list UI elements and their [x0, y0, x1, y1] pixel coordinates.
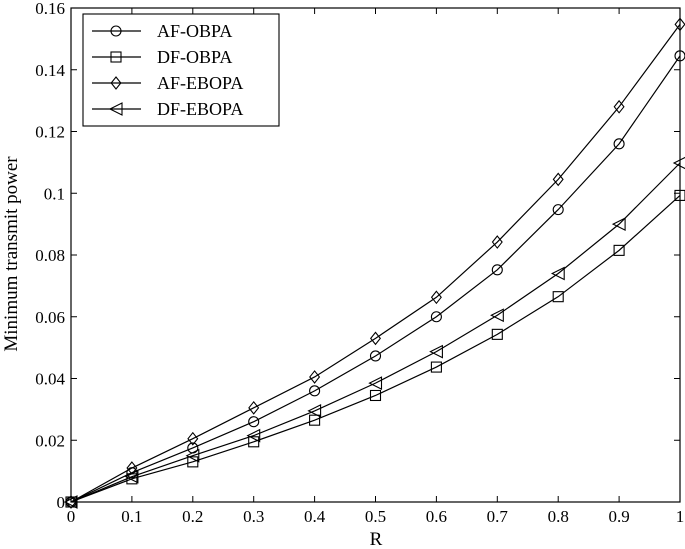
data-point-df-ebopa	[246, 428, 261, 443]
x-axis-title: R	[370, 529, 383, 549]
axes-layer: 0 0.1 0.2 0.3 0.4 0.5 0.6 0.7 0.8 0.9 1 0 0.02 0.04 0.…	[35, 0, 684, 526]
legend-entry-af-ebopa: AF-EBOPA	[92, 73, 243, 93]
data-point-df-ebopa	[611, 217, 626, 232]
data-point-af-obpa	[309, 385, 321, 397]
y-tick-label: 0.06	[35, 308, 65, 327]
data-point-df-obpa	[491, 328, 503, 340]
y-axis-title: Minimum transmit power	[1, 156, 22, 352]
series-line-af-obpa	[70, 55, 681, 503]
legend-marker-df-ebopa	[108, 102, 123, 116]
data-point-af-obpa	[369, 350, 382, 362]
data-point-df-obpa	[613, 244, 625, 256]
data-point-df-obpa	[248, 436, 260, 448]
legend-entry-af-obpa: AF-OBPA	[92, 21, 232, 41]
data-point-df-ebopa	[368, 376, 383, 391]
series-line-af-ebopa	[70, 24, 681, 503]
data-point-af-ebopa	[248, 400, 260, 415]
data-point-af-ebopa	[491, 235, 503, 249]
x-tick-label: 0.3	[243, 507, 264, 526]
x-tick-label: 0.6	[426, 507, 447, 526]
data-point-af-obpa	[491, 264, 503, 276]
series-af-ebopa	[65, 17, 685, 509]
x-tick-label: 0	[67, 507, 76, 526]
data-point-df-obpa	[552, 291, 564, 303]
legend-entry-df-ebopa: DF-EBOPA	[92, 99, 243, 119]
data-point-df-obpa	[430, 361, 442, 373]
y-tick-label: 0.12	[35, 123, 65, 142]
legend-box	[82, 13, 280, 127]
series-layer	[63, 17, 685, 509]
series-line-df-obpa	[70, 194, 681, 503]
x-tick-label: 0.7	[487, 507, 509, 526]
y-tick-label: 0.1	[44, 184, 65, 203]
data-point-df-obpa	[674, 189, 685, 201]
series-af-obpa	[65, 50, 685, 508]
x-tick-label: 0.2	[182, 507, 203, 526]
y-tick-label: 0.08	[35, 246, 65, 265]
data-point-af-obpa	[552, 204, 564, 216]
y-tick-label: 0.02	[35, 431, 65, 450]
legend-label: AF-OBPA	[157, 21, 232, 41]
legend-marker-df-obpa	[110, 51, 122, 63]
data-point-df-ebopa	[307, 404, 322, 418]
data-point-df-obpa	[187, 456, 199, 468]
y-tick-label: 0.14	[35, 61, 65, 80]
x-tick-label: 0.1	[121, 507, 142, 526]
legend-marker-af-ebopa	[110, 76, 122, 90]
x-tick-label: 0.4	[304, 507, 326, 526]
y-tick-label: 0.16	[35, 0, 65, 18]
y-tick-label: 0	[57, 493, 66, 512]
legend: AF-OBPA DF-OBPA AF-EBOPA DF-EBOPA	[82, 13, 280, 127]
data-point-df-ebopa	[124, 469, 139, 484]
legend-label: DF-OBPA	[157, 47, 232, 67]
x-tick-label: 0.9	[608, 507, 629, 526]
data-point-df-ebopa	[185, 448, 200, 463]
data-point-af-ebopa	[187, 431, 199, 446]
data-point-df-obpa	[369, 389, 382, 402]
series-df-ebopa	[63, 156, 685, 509]
legend-label: DF-EBOPA	[157, 99, 243, 119]
data-point-af-ebopa	[552, 172, 564, 187]
legend-entry-df-obpa: DF-OBPA	[92, 47, 232, 67]
data-point-df-ebopa	[490, 308, 504, 323]
legend-marker-af-obpa	[110, 25, 122, 37]
y-tick-label: 0.04	[35, 370, 65, 389]
data-point-df-ebopa	[672, 156, 685, 170]
x-tick-label: 0.8	[548, 507, 569, 526]
data-point-af-obpa	[248, 416, 260, 428]
data-point-af-ebopa	[430, 290, 442, 305]
data-point-df-ebopa	[429, 344, 443, 359]
data-point-af-ebopa	[613, 99, 625, 114]
x-tick-label: 0.5	[365, 507, 386, 526]
data-point-af-ebopa	[674, 17, 685, 32]
data-point-af-obpa	[430, 311, 442, 323]
series-line-df-ebopa	[70, 162, 681, 503]
data-point-af-obpa	[674, 50, 685, 62]
data-point-df-ebopa	[550, 266, 565, 281]
legend-label: AF-EBOPA	[157, 73, 243, 93]
x-tick-label: 1	[676, 507, 685, 526]
data-point-af-ebopa	[309, 370, 321, 384]
data-point-af-ebopa	[369, 331, 382, 346]
data-point-af-obpa	[613, 138, 625, 150]
data-point-df-obpa	[309, 414, 321, 426]
